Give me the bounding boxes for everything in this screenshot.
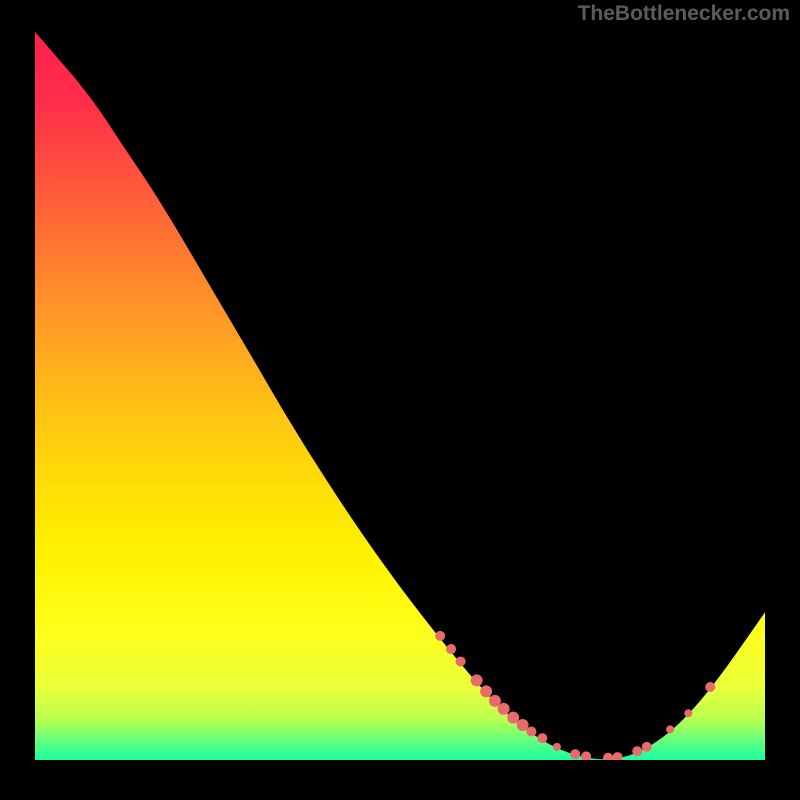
data-marker [642,742,652,752]
chart-svg [35,30,765,760]
data-marker [517,719,529,731]
data-marker [603,753,613,760]
data-marker [632,746,642,756]
data-marker [705,682,715,692]
data-marker [613,752,623,760]
data-marker [684,709,692,717]
plot-area [35,30,765,760]
watermark-text: TheBottlenecker.com [578,2,790,26]
data-marker [498,703,510,715]
data-marker [526,727,536,737]
data-marker [666,725,674,733]
data-marker [480,685,492,697]
data-marker [537,733,547,743]
data-marker [553,743,561,751]
data-marker [570,749,580,759]
data-marker [471,674,483,686]
data-marker [456,656,466,666]
data-marker [507,712,519,724]
figure-root: TheBottlenecker.com [0,0,800,800]
data-marker [435,631,445,641]
data-marker [581,751,591,760]
data-marker [446,644,456,654]
gradient-fill [35,30,765,760]
